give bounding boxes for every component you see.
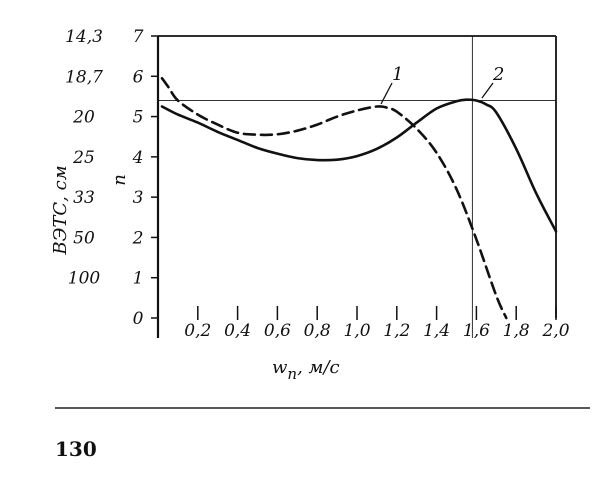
- n-axis-tick-label: 7: [133, 27, 144, 47]
- n-axis-tick-label: 3: [133, 188, 144, 208]
- x-axis-tick-labels: 0,2 0,4 0,6 0,8 1,0 1,2 1,4 1,6 1,8 2,0: [184, 306, 570, 341]
- n-axis-title: n: [109, 174, 130, 186]
- x-axis-title: wn, м/с: [272, 357, 340, 383]
- series-line-1: [160, 77, 508, 320]
- n-axis-tick-label: 6: [133, 67, 144, 87]
- x-axis-title-units: , м/с: [297, 357, 340, 378]
- hets-tick-label: 100: [68, 269, 101, 289]
- series-label-1: 1: [392, 64, 403, 85]
- hets-tick-label: 33: [73, 188, 95, 208]
- hets-tick-label: 25: [72, 148, 95, 168]
- x-axis-tick-label: 1,8: [503, 321, 530, 341]
- x-axis-tick-label: 1,6: [463, 321, 490, 341]
- n-axis-tick-label: 5: [133, 108, 144, 128]
- hets-tick-label: 20: [72, 108, 95, 128]
- hets-tick-label: 18,7: [65, 67, 103, 87]
- plot-frame: [156, 35, 557, 338]
- x-axis-tick-label: 1,0: [343, 321, 370, 341]
- series-line-2: [160, 98, 558, 233]
- hets-axis-title: ВЭТС, см: [50, 165, 71, 255]
- n-axis-tick-label: 2: [132, 228, 144, 248]
- leader-line-1: [380, 82, 393, 105]
- x-axis-tick-label: 1,4: [423, 321, 450, 341]
- hets-tick-label: 50: [73, 228, 95, 248]
- x-axis-title-main: w: [272, 357, 288, 378]
- x-axis-tick-label: 1,2: [383, 321, 410, 341]
- leader-line-2: [481, 82, 494, 99]
- x-axis-tick-label: 0,8: [304, 321, 331, 341]
- x-axis-tick-label: 0,2: [184, 321, 211, 341]
- page-number: 130: [55, 437, 97, 461]
- n-axis-tick-label: 1: [133, 269, 144, 289]
- hets-axis-labels: 14,3 18,7 20 25 33 50 100: [65, 27, 103, 289]
- hets-tick-label: 14,3: [65, 27, 103, 47]
- x-axis-tick-label: 0,6: [264, 321, 291, 341]
- n-axis-tick-labels: 0 1 2 3 4 5 6 7: [132, 27, 158, 329]
- curves: [160, 77, 558, 320]
- x-axis-title-sub: n: [287, 365, 297, 383]
- reference-lines: [158, 36, 556, 338]
- x-axis-tick-label: 2,0: [541, 321, 569, 341]
- series-label-2: 2: [492, 64, 504, 85]
- n-axis-tick-label: 4: [132, 148, 144, 168]
- n-axis-tick-label: 0: [133, 309, 144, 329]
- x-axis-tick-label: 0,4: [224, 321, 251, 341]
